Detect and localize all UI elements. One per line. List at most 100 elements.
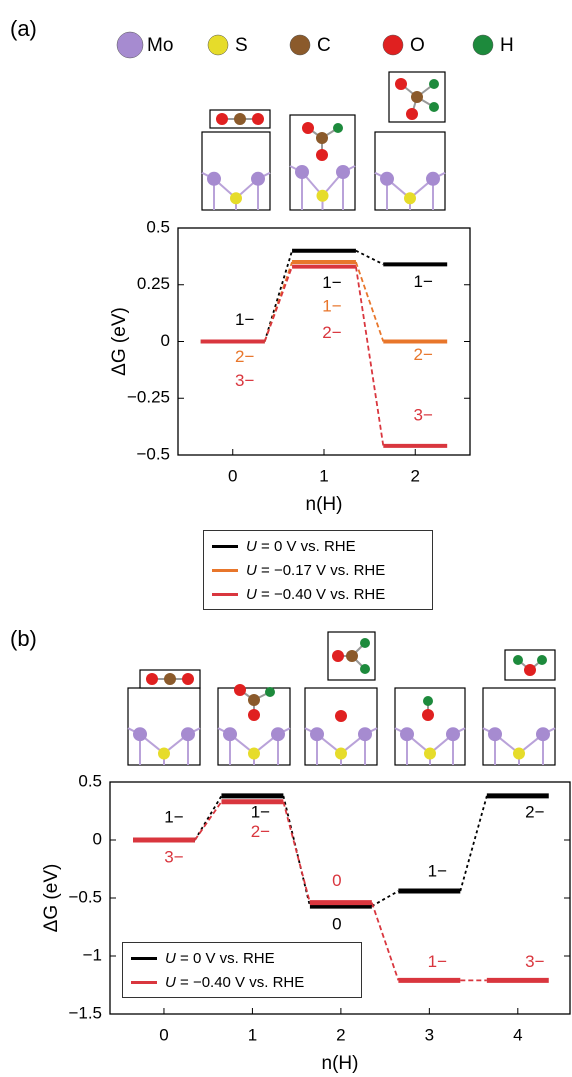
atom — [158, 747, 170, 760]
legend-label: U = 0 V vs. RHE — [165, 949, 275, 967]
atom — [360, 638, 370, 648]
state-label: 1− — [235, 310, 254, 329]
atom — [406, 108, 418, 120]
atom — [181, 727, 195, 742]
panel-label: (a) — [10, 16, 37, 41]
atom — [223, 727, 237, 742]
state-label: 3− — [525, 952, 544, 971]
atom — [524, 664, 536, 676]
state-label: 3− — [414, 405, 433, 424]
legend-swatch — [131, 956, 157, 960]
x-axis-label: n(H) — [306, 494, 343, 515]
atom — [164, 673, 176, 685]
y-axis-label: ΔG (eV) — [41, 864, 62, 933]
atom-label: S — [235, 35, 248, 56]
legend-entry: U = −0.40 V vs. RHE — [131, 970, 353, 994]
atom — [332, 650, 344, 662]
state-label: 2− — [414, 345, 433, 364]
atom — [216, 113, 228, 125]
state-label: 1− — [251, 802, 270, 821]
atom — [446, 727, 460, 742]
state-label: 1− — [428, 952, 447, 971]
connector — [371, 890, 399, 907]
legend-label: U = −0.17 V vs. RHE — [246, 561, 386, 579]
atom — [295, 165, 309, 179]
state-label: 1− — [428, 862, 447, 881]
atom-swatch — [472, 34, 494, 56]
x-tick-label: 2 — [336, 1025, 345, 1044]
legend: U = 0 V vs. RHE U = −0.17 V vs. RHE U = −0… — [203, 530, 433, 610]
state-label: 0 — [332, 915, 341, 934]
atom — [271, 727, 285, 742]
state-label: 1− — [322, 273, 341, 292]
state-label: 1− — [164, 807, 183, 826]
y-tick-label: 0 — [161, 331, 170, 350]
atom-label: H — [500, 35, 514, 56]
atom — [360, 664, 370, 674]
y-tick-label: −1 — [83, 945, 102, 964]
atom — [302, 122, 314, 134]
y-tick-label: −0.5 — [68, 887, 102, 906]
atom — [513, 747, 525, 760]
legend: U = 0 V vs. RHE U = −0.40 V vs. RHE — [122, 942, 362, 998]
atom — [248, 694, 260, 706]
atom — [488, 727, 502, 742]
atom — [423, 696, 433, 706]
atom — [400, 727, 414, 742]
legend-swatch — [212, 544, 238, 548]
atom-swatch — [207, 34, 229, 56]
connector — [459, 795, 488, 892]
atom — [182, 673, 194, 685]
y-tick-label: −0.5 — [136, 444, 170, 463]
connector — [370, 902, 400, 981]
atom — [230, 192, 242, 205]
x-tick-label: 4 — [513, 1025, 522, 1044]
atom — [426, 171, 440, 186]
atom — [207, 171, 221, 186]
atom — [411, 91, 423, 103]
legend-swatch — [212, 592, 238, 596]
atom-swatch — [382, 34, 404, 56]
atom-label: Mo — [147, 35, 173, 56]
atom — [513, 655, 523, 665]
atom — [248, 709, 260, 721]
atom — [333, 123, 343, 133]
atom — [133, 727, 147, 742]
atom — [424, 747, 436, 760]
connector — [194, 795, 223, 841]
atom — [429, 79, 439, 89]
state-label: 0 — [332, 871, 341, 890]
y-tick-label: −1.5 — [68, 1003, 102, 1022]
state-label: 3− — [235, 371, 254, 390]
atom — [335, 710, 347, 722]
atom — [146, 673, 158, 685]
atom-label: O — [410, 35, 425, 56]
x-tick-label: 1 — [248, 1025, 257, 1044]
atom — [380, 171, 394, 186]
y-tick-label: 0.5 — [78, 771, 102, 790]
connector — [282, 801, 311, 903]
connector — [263, 266, 293, 342]
atom — [429, 102, 439, 112]
atom — [422, 709, 434, 721]
atom — [536, 727, 550, 742]
legend-swatch — [131, 980, 157, 984]
atom — [316, 189, 329, 202]
y-axis-label: ΔG (eV) — [109, 307, 130, 376]
atom — [310, 727, 324, 742]
legend-entry: U = 0 V vs. RHE — [131, 946, 353, 970]
atom — [316, 149, 328, 161]
atom — [251, 171, 265, 186]
legend-entry: U = −0.17 V vs. RHE — [212, 558, 424, 582]
state-label: 3− — [164, 847, 183, 866]
connector — [355, 249, 384, 266]
atom — [252, 113, 264, 125]
panel-label: (b) — [10, 626, 37, 651]
x-tick-label: 3 — [425, 1025, 434, 1044]
state-label: 1− — [414, 272, 433, 291]
atom — [395, 78, 407, 90]
y-tick-label: 0.5 — [146, 217, 170, 236]
state-label: 2− — [322, 323, 341, 342]
